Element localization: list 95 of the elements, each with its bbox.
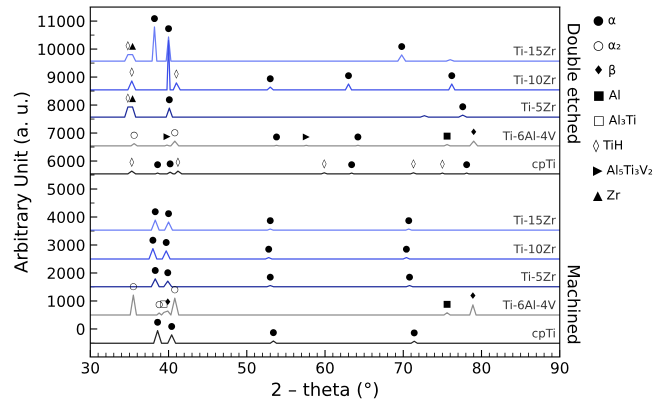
annotation: ● — [398, 43, 406, 50]
annotation: ◊ — [126, 41, 130, 51]
annotation: ● — [266, 217, 274, 224]
y-tick-label: 7000 — [48, 128, 84, 140]
annotation: ● — [402, 246, 410, 253]
y-axis-title: Arbitrary Unit (a. u.) — [14, 92, 32, 273]
annotation: ● — [165, 25, 172, 32]
series-label: Ti-5Zr — [520, 272, 556, 282]
text: Machined — [568, 266, 580, 344]
annotation: ▲ — [129, 95, 136, 102]
annotation: ◊ — [322, 159, 326, 169]
text: ▲ Zr — [592, 190, 620, 201]
x-tick-label: 90 — [550, 362, 568, 374]
text: ◊ TiH — [592, 139, 622, 152]
series-label: Ti-6Al-4V — [502, 300, 556, 310]
x-tick-label: 30 — [82, 362, 100, 374]
annotation: ● — [270, 329, 277, 336]
annotation: ◊ — [411, 159, 416, 169]
annotation: ● — [345, 72, 352, 80]
annotation: ○ — [130, 132, 138, 139]
annotation: ● — [149, 236, 156, 244]
x-axis-title: 2 – theta (°) — [272, 382, 378, 398]
y-tick-label: 10000 — [38, 44, 84, 56]
annotation: ● — [168, 323, 176, 330]
y-tick-label: 6000 — [48, 155, 84, 168]
annotation: ○ — [171, 286, 178, 294]
annotation: ♦ — [470, 292, 476, 299]
annotation: ● — [410, 329, 418, 336]
annotation: ▲ — [129, 42, 136, 50]
x-tick-label: 50 — [238, 362, 256, 374]
annotation: ● — [152, 208, 159, 216]
text: ♦ β — [595, 64, 616, 77]
text: Double etched — [568, 24, 580, 143]
annotation: ● — [162, 239, 170, 246]
annotation: ◊ — [130, 158, 134, 167]
series-label: Ti-5Zr — [520, 102, 556, 112]
annotation: ● — [166, 160, 174, 168]
annotation: ● — [165, 210, 172, 218]
annotation: ● — [265, 246, 272, 253]
series-label: Ti-6Al-4V — [502, 131, 556, 140]
y-tick-label: 0 — [76, 323, 84, 335]
annotation: ◊ — [176, 158, 180, 167]
y-tick-label: 2000 — [48, 267, 84, 280]
annotation: ● — [405, 217, 412, 224]
y-tick-label: 1000 — [48, 295, 84, 307]
line-series — [90, 26, 560, 62]
annotation: ◊ — [126, 93, 130, 103]
series-label: cpTi — [532, 328, 555, 340]
annotation: ● — [273, 134, 280, 140]
line-series — [90, 294, 560, 316]
x-tick-label: 70 — [394, 362, 412, 374]
annotation: ● — [166, 96, 173, 104]
y-tick-label: 5000 — [48, 183, 84, 196]
annotation: ● — [154, 161, 162, 168]
annotation: ◊ — [130, 67, 134, 77]
text: □ Al₃Ti — [594, 114, 636, 126]
annotation: ● — [406, 274, 413, 281]
text: ■ Al — [594, 90, 620, 101]
text: ○ α₂ — [594, 41, 620, 51]
y-tick-label: 4000 — [47, 211, 84, 224]
annotation: ● — [266, 75, 274, 82]
annotation: ◊ — [174, 69, 179, 79]
annotation: ● — [266, 274, 274, 281]
y-tick-label: 3000 — [48, 239, 84, 252]
annotation: ◊ — [440, 160, 445, 169]
annotation: ● — [459, 103, 466, 110]
y-tick-label: 9000 — [48, 72, 84, 84]
annotation: ▶ — [164, 133, 170, 140]
series-label: cpTi — [532, 159, 555, 171]
annotation: ■ — [444, 300, 451, 308]
annotation: ● — [354, 134, 362, 140]
line-series — [90, 330, 560, 344]
annotation: ▶ — [302, 134, 310, 140]
annotation: ● — [151, 15, 158, 22]
series-label: Ti-15Zr — [513, 215, 556, 225]
series-label: Ti-10Zr — [513, 75, 556, 84]
text: ▶ Al₅Ti₃V₂ — [592, 164, 652, 176]
annotation: ● — [152, 267, 159, 274]
text: ● α — [594, 16, 616, 26]
line-series — [90, 40, 560, 91]
x-tick-label: 60 — [316, 362, 334, 374]
y-tick-label: 8000 — [48, 100, 84, 112]
annotation: ● — [154, 318, 162, 326]
series-label: Ti-10Zr — [513, 244, 556, 254]
annotation: ● — [448, 72, 456, 80]
annotation: ♦ — [471, 128, 476, 136]
annotation: ● — [164, 269, 172, 276]
annotation: ● — [348, 161, 356, 168]
y-tick-label: 11000 — [38, 16, 84, 28]
series-label: Ti-15Zr — [513, 46, 556, 56]
annotation: ● — [463, 161, 470, 168]
x-tick-label: 40 — [160, 362, 178, 374]
annotation: ■ — [444, 132, 451, 140]
annotation: ○ — [171, 129, 178, 136]
x-tick-label: 80 — [472, 362, 490, 374]
